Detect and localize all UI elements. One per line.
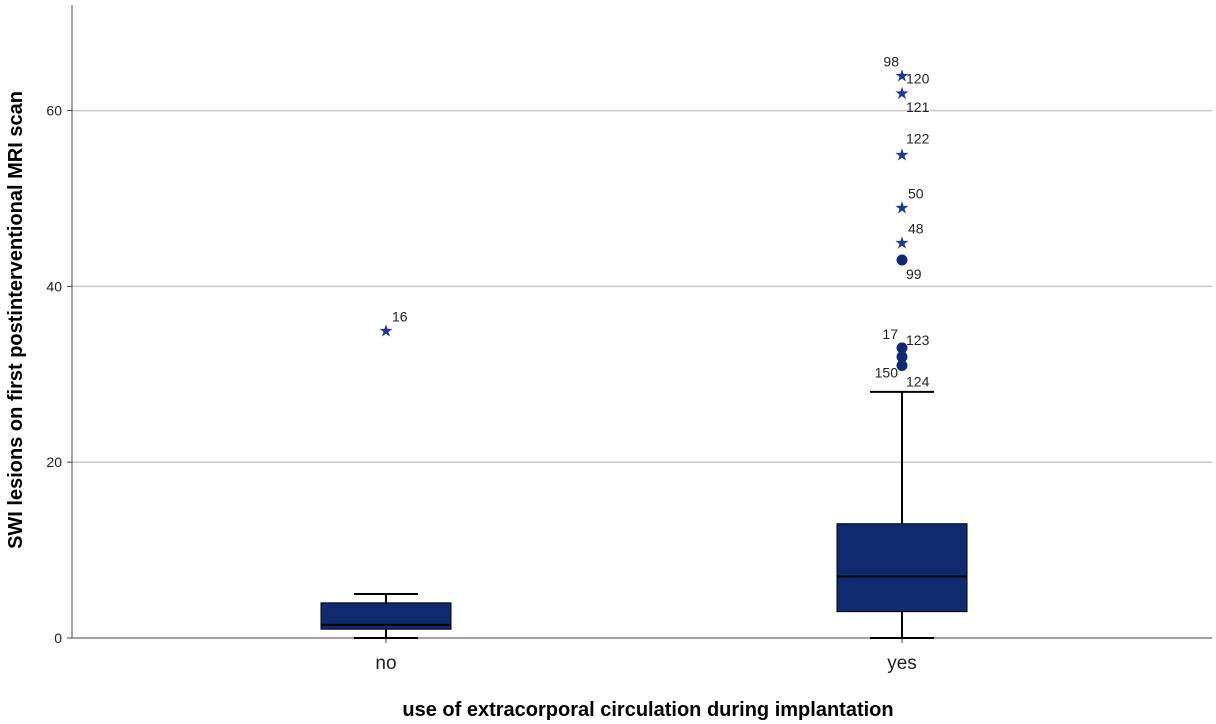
outlier-label: 122	[906, 131, 930, 147]
category-label-yes: yes	[887, 653, 917, 674]
box-yes	[836, 390, 968, 639]
outlier-label: 50	[908, 185, 924, 201]
outlier-label: 121	[906, 99, 930, 115]
category-label-no: no	[375, 653, 396, 674]
y-tick-label: 20	[46, 454, 62, 470]
y-axis-title: SWI lesions on first postinterventional …	[5, 91, 27, 549]
extreme-outlier-marker: ★	[894, 146, 909, 166]
extreme-outlier-marker: ★	[378, 321, 393, 341]
axes: 0 20 40 60 no yes	[46, 5, 1212, 674]
extreme-outlier-marker: ★	[894, 198, 909, 218]
y-tick-label: 0	[54, 630, 62, 646]
outlier-label: 48	[908, 220, 924, 236]
y-tick-label: 60	[46, 103, 62, 119]
outlier-label: 124	[906, 374, 930, 390]
outlier-label: 123	[906, 332, 930, 348]
y-tick-label: 40	[46, 278, 62, 294]
outlier-marker	[896, 254, 908, 266]
extreme-outlier-marker: ★	[894, 84, 909, 104]
outlier-label: 120	[906, 70, 930, 86]
extreme-outlier-marker: ★	[894, 66, 909, 86]
outlier-marker	[896, 342, 908, 354]
outlier-marker	[896, 360, 908, 372]
outlier-marker	[896, 351, 908, 363]
x-axis-title: use of extracorporal circulation during …	[402, 699, 893, 721]
boxes	[320, 390, 968, 639]
extreme-outlier-marker: ★	[894, 233, 909, 253]
box-no	[320, 593, 452, 639]
outlier-label: 99	[906, 266, 922, 282]
gridlines	[72, 109, 1212, 463]
iqr-box	[836, 523, 968, 613]
outlier-label: 17	[882, 326, 898, 342]
outlier-label: 150	[875, 365, 899, 381]
outlier-label: 16	[392, 308, 408, 324]
outlier-label: 98	[883, 53, 899, 69]
